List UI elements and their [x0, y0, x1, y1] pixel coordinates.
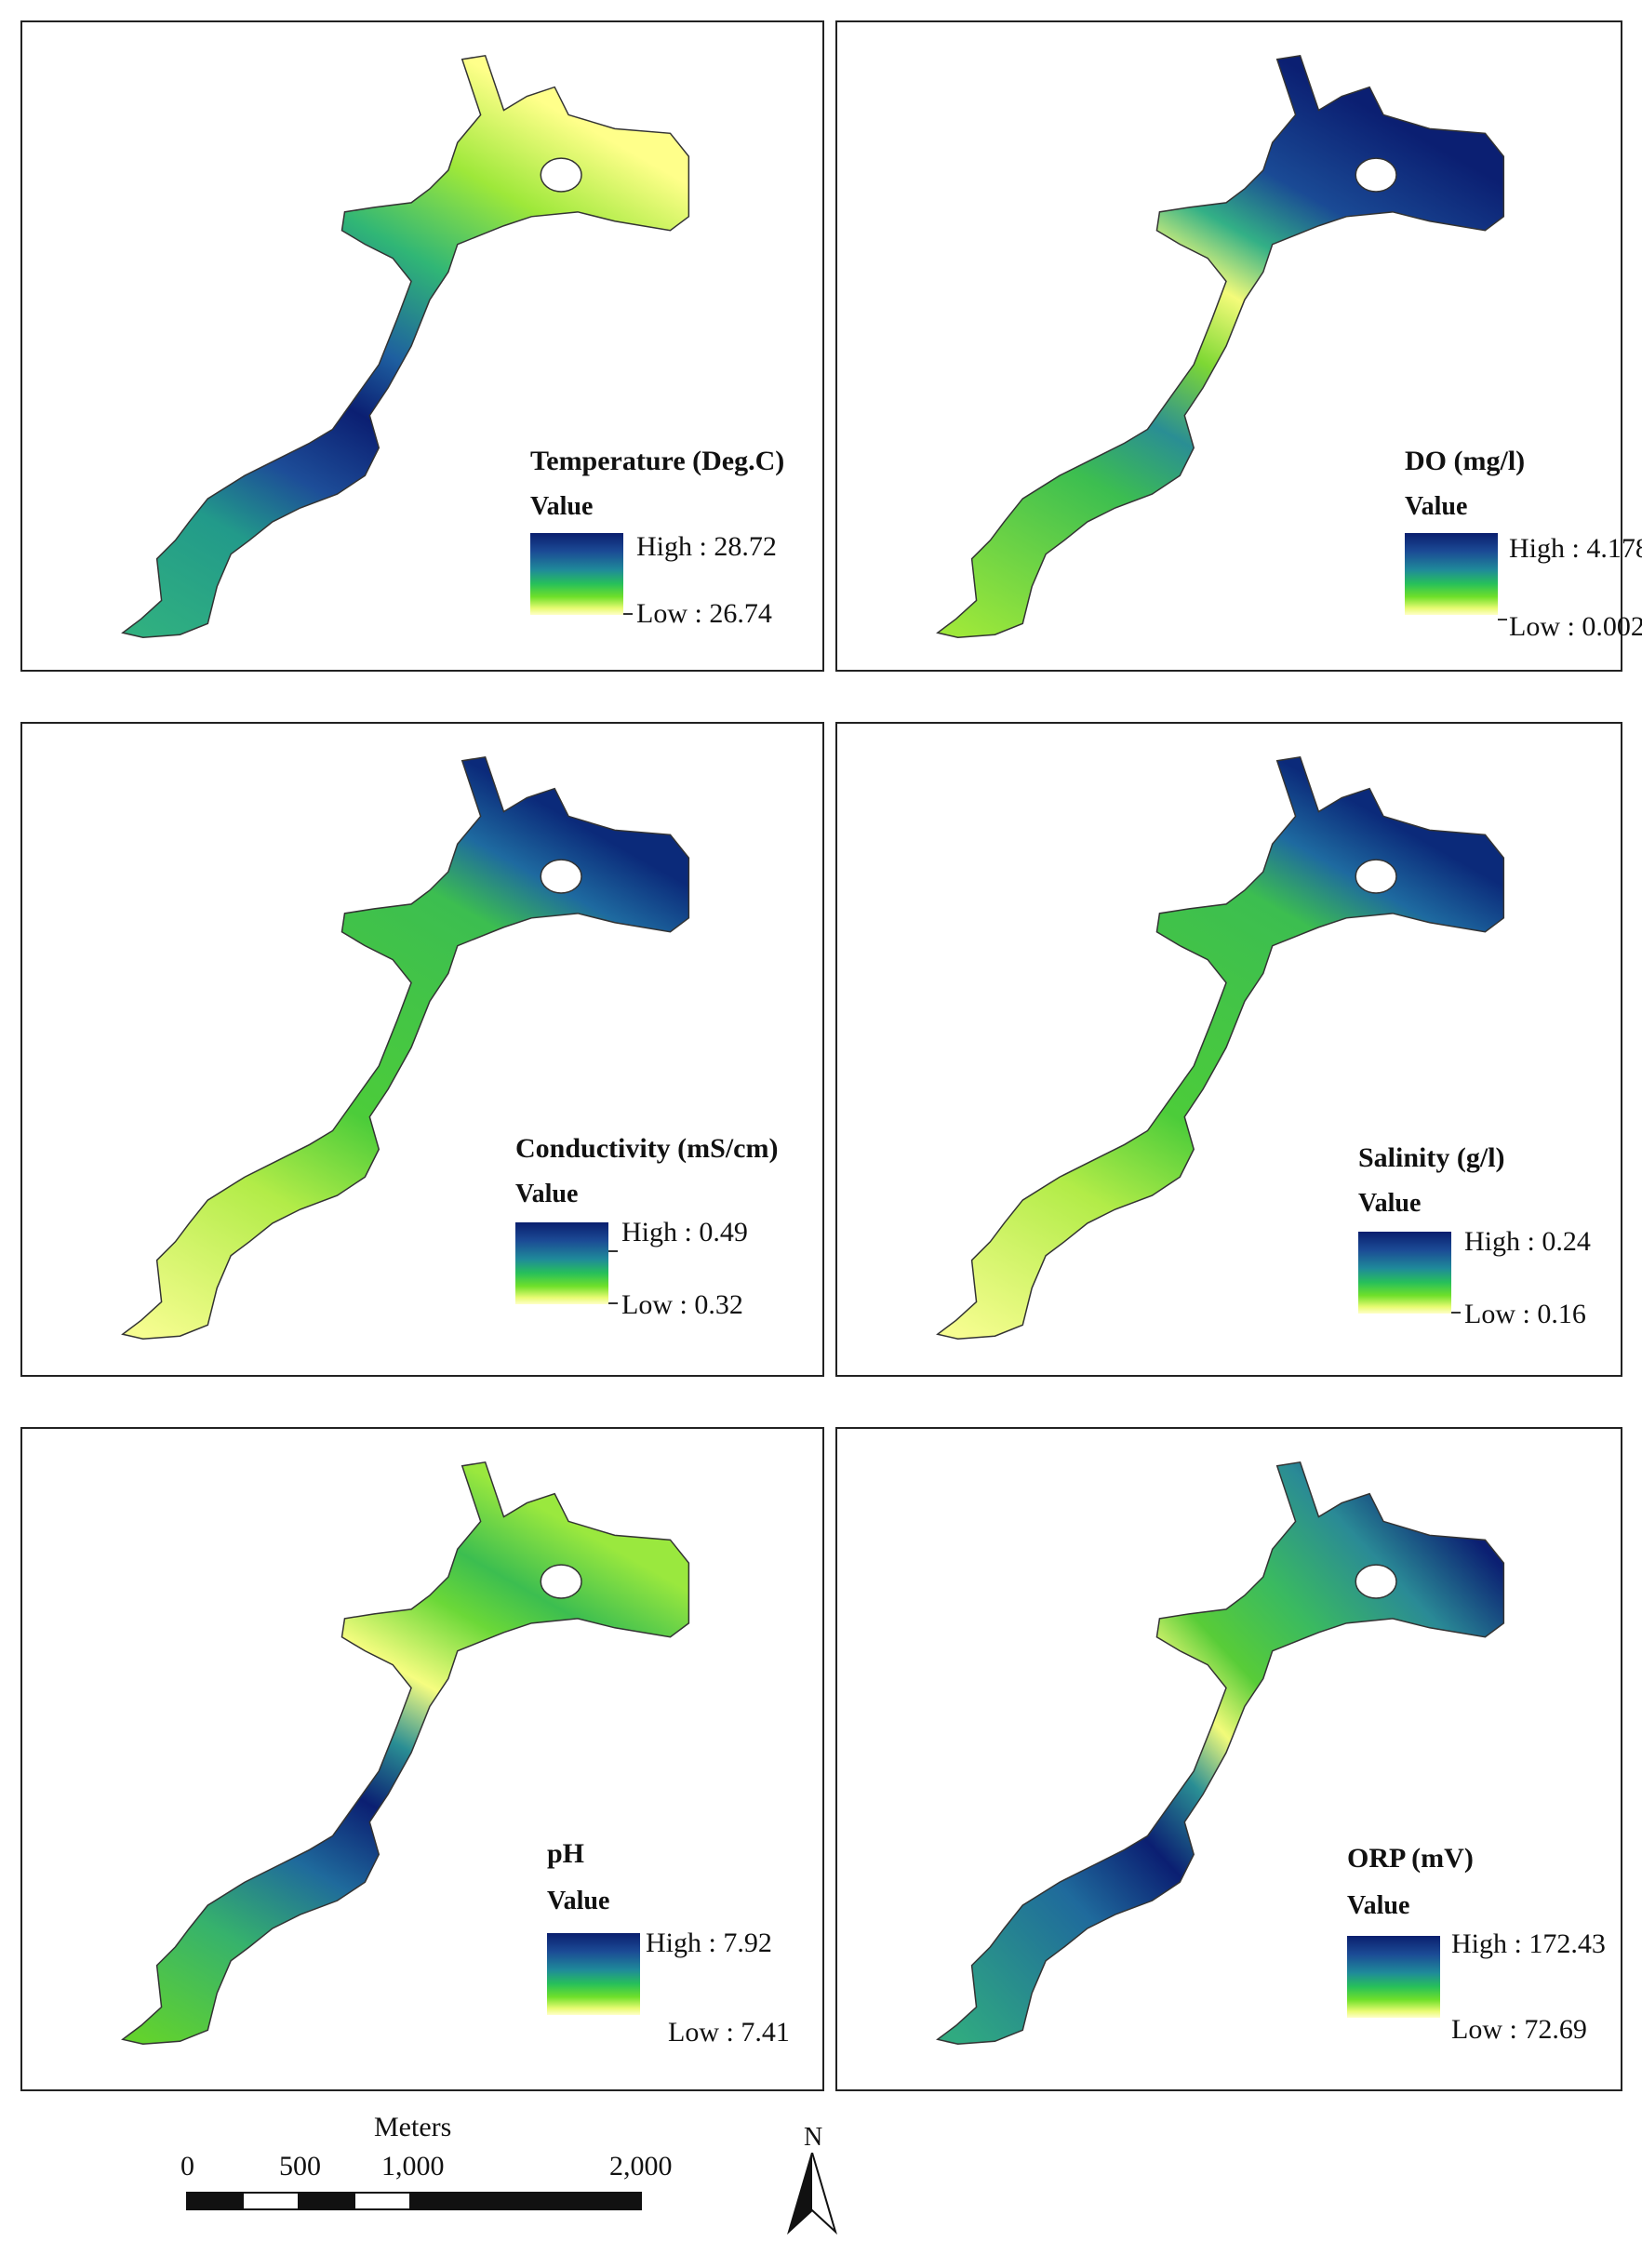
map-panel-temperature: Temperature (Deg.C) Value High : 28.72 L…: [20, 20, 824, 672]
lake-map-orp: [936, 1461, 1505, 2046]
color-ramp: [547, 1933, 640, 2015]
legend-high: High : 28.72: [636, 531, 777, 562]
map-panel-ph: pH Value High : 7.92 Low : 7.41: [20, 1427, 824, 2091]
legend-high: High : 7.92: [646, 1928, 772, 1958]
scale-tick-2000: 2,000: [609, 2151, 673, 2181]
legend-value-label: Value: [1347, 1891, 1410, 1920]
legend-title: pH: [547, 1838, 585, 1869]
north-arrow-icon: [787, 2153, 837, 2235]
legend-low: Low : 0.16: [1464, 1299, 1586, 1329]
legend-low: Low : 72.69: [1451, 2014, 1587, 2045]
lake-shape: [121, 755, 690, 1340]
scale-tick-500: 500: [279, 2151, 321, 2181]
legend-orp: ORP (mV) Value High : 172.43 Low : 72.69: [1338, 1843, 1617, 2080]
scale-bar: Meters 0 500 1,000 2,000: [180, 2112, 707, 2223]
color-ramp: [1405, 533, 1498, 615]
scale-seg-4: [354, 2192, 411, 2210]
legend-conductivity: Conductivity (mS/cm) Value High : 0.49 L…: [497, 1133, 813, 1356]
lake-map-salinity: [936, 755, 1505, 1340]
north-label: N: [804, 2123, 823, 2152]
color-ramp: [515, 1222, 608, 1304]
legend-ph: pH Value High : 7.92 Low : 7.41: [541, 1838, 821, 2080]
color-ramp: [1358, 1232, 1451, 1314]
legend-high: High : 0.24: [1464, 1226, 1591, 1257]
legend-high: High : 4.178: [1509, 533, 1642, 564]
scale-seg-5: [409, 2192, 642, 2210]
legend-salinity: Salinity (g/l) Value High : 0.24 Low : 0…: [1340, 1142, 1619, 1366]
north-arrow: N: [780, 2123, 845, 2235]
lake-shape: [936, 54, 1505, 638]
legend-high: High : 0.49: [621, 1217, 748, 1247]
legend-low: Low : 7.41: [668, 2017, 790, 2048]
map-panel-do: DO (mg/l) Value High : 4.178 Low : 0.002: [835, 20, 1642, 672]
legend-title: DO (mg/l): [1405, 446, 1526, 476]
map-panel-conductivity: Conductivity (mS/cm) Value High : 0.49 L…: [20, 722, 824, 1377]
lake-map-do: [936, 54, 1505, 638]
lake-shape: [121, 54, 690, 638]
color-ramp: [530, 533, 623, 615]
lake-shape: [121, 1461, 690, 2046]
legend-title: Temperature (Deg.C): [530, 446, 785, 476]
scale-tick-1000: 1,000: [381, 2151, 445, 2181]
legend-value-label: Value: [515, 1180, 579, 1208]
map-panel-orp: ORP (mV) Value High : 172.43 Low : 72.69: [835, 1427, 1622, 2091]
lake-map-conductivity: [121, 755, 690, 1340]
legend-value-label: Value: [530, 492, 594, 521]
lake-shape: [936, 755, 1505, 1340]
legend-title: Conductivity (mS/cm): [515, 1133, 779, 1164]
legend-high: High : 172.43: [1451, 1928, 1606, 1959]
legend-title: Salinity (g/l): [1358, 1142, 1505, 1173]
lake-map-ph: [121, 1461, 690, 2046]
legend-value-label: Value: [1405, 492, 1468, 521]
legend-value-label: Value: [1358, 1189, 1422, 1218]
legend-title: ORP (mV): [1347, 1843, 1474, 1874]
lake-map-temperature: [121, 54, 690, 638]
legend-low: Low : 0.002: [1509, 611, 1642, 642]
legend-do: DO (mg/l) Value High : 4.178 Low : 0.002: [1340, 446, 1642, 660]
legend-low: Low : 26.74: [636, 598, 772, 629]
map-panel-salinity: Salinity (g/l) Value High : 0.24 Low : 0…: [835, 722, 1622, 1377]
scale-tick-0: 0: [180, 2151, 194, 2181]
legend-temperature: Temperature (Deg.C) Value High : 28.72 L…: [525, 446, 813, 650]
scale-seg-2: [242, 2192, 300, 2210]
scale-seg-3: [298, 2192, 355, 2210]
lake-shape: [936, 1461, 1505, 2046]
color-ramp: [1347, 1936, 1440, 2018]
scale-units: Meters: [374, 2112, 452, 2142]
legend-value-label: Value: [547, 1887, 610, 1915]
scale-seg-1: [186, 2192, 244, 2210]
legend-low: Low : 0.32: [621, 1289, 743, 1320]
